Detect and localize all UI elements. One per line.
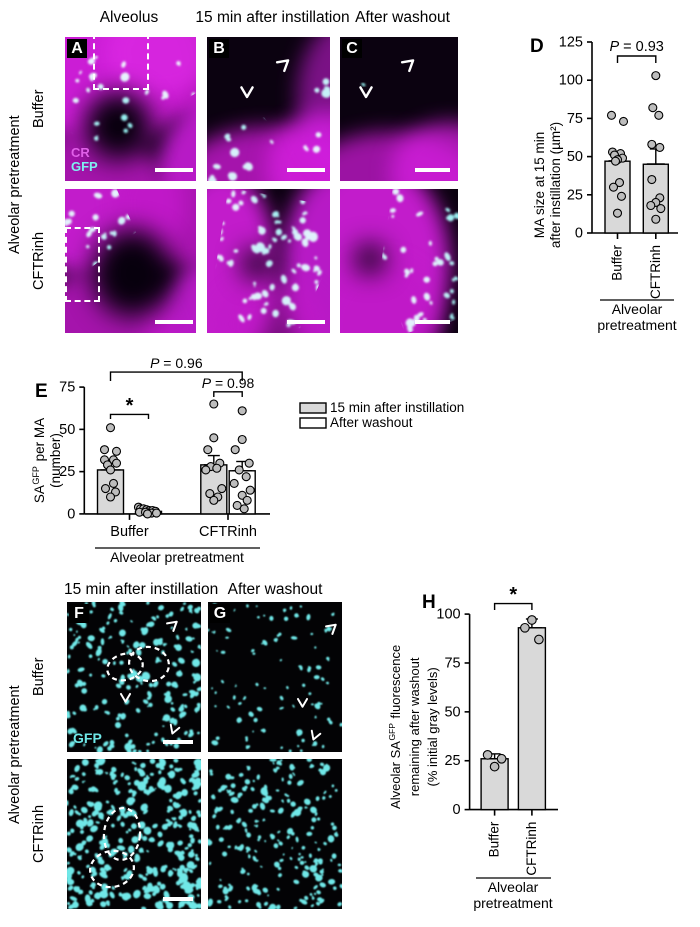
svg-text:*: * xyxy=(126,395,134,417)
svg-text:Alveolar: Alveolar xyxy=(612,301,663,317)
svg-text:P = 0.96: P = 0.96 xyxy=(150,355,203,371)
svg-text:Alveolar pretreatment: Alveolar pretreatment xyxy=(110,549,244,565)
svg-text:25: 25 xyxy=(444,753,460,769)
svg-text:remaining after washout: remaining after washout xyxy=(407,657,422,796)
svg-text:H: H xyxy=(422,592,436,613)
svg-text:*: * xyxy=(509,584,517,606)
svg-text:pretreatment: pretreatment xyxy=(473,895,552,911)
svg-text:pretreatment: pretreatment xyxy=(597,317,676,333)
svg-text:Alveolar SAGFP fluorescence: Alveolar SAGFP fluorescence xyxy=(387,645,403,809)
svg-text:15 min after instillation: 15 min after instillation xyxy=(330,400,464,415)
svg-text:Buffer: Buffer xyxy=(610,245,625,281)
svg-text:Buffer: Buffer xyxy=(487,821,502,857)
svg-text:D: D xyxy=(530,36,544,57)
svg-text:P = 0.98: P = 0.98 xyxy=(202,375,255,391)
svg-text:CFTRinh: CFTRinh xyxy=(648,245,663,299)
svg-text:75: 75 xyxy=(444,655,460,671)
svg-text:P = 0.93: P = 0.93 xyxy=(609,39,663,55)
svg-text:100: 100 xyxy=(436,607,460,623)
svg-text:SAGFP per MA: SAGFP per MA xyxy=(31,418,47,503)
svg-text:75: 75 xyxy=(59,380,75,396)
svg-text:MA size at 15 min: MA size at 15 min xyxy=(532,132,547,239)
svg-text:125: 125 xyxy=(559,35,583,51)
svg-text:Alveolar: Alveolar xyxy=(488,879,539,895)
svg-text:25: 25 xyxy=(567,187,583,203)
svg-text:After washout: After washout xyxy=(330,415,413,430)
svg-text:0: 0 xyxy=(453,802,461,818)
svg-text:0: 0 xyxy=(575,226,583,242)
svg-text:100: 100 xyxy=(559,73,583,89)
svg-text:CFTRinh: CFTRinh xyxy=(524,822,539,876)
svg-text:50: 50 xyxy=(567,149,583,165)
svg-text:Buffer: Buffer xyxy=(110,524,149,540)
svg-text:(number): (number) xyxy=(48,433,63,488)
svg-text:CFTRinh: CFTRinh xyxy=(199,524,257,540)
svg-text:75: 75 xyxy=(567,111,583,127)
svg-text:after instillation (µm²): after instillation (µm²) xyxy=(548,122,563,248)
svg-text:(% initial gray levels): (% initial gray levels) xyxy=(425,667,440,786)
svg-text:E: E xyxy=(35,381,48,402)
svg-text:50: 50 xyxy=(444,704,460,720)
svg-text:0: 0 xyxy=(67,506,75,522)
